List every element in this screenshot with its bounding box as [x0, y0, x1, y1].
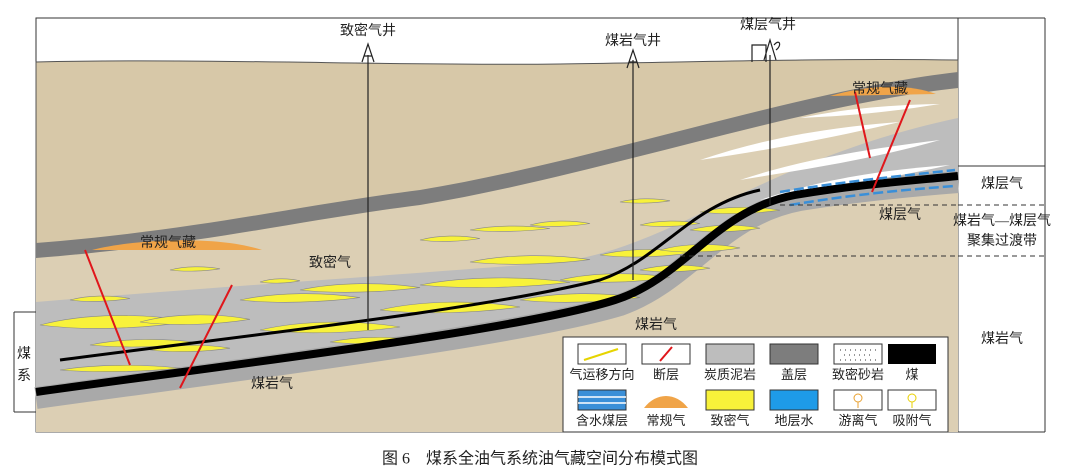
caption: 图 6 煤系全油气系统油气藏空间分布模式图: [382, 450, 698, 468]
label: 煤岩气: [635, 317, 677, 333]
left-label: 煤: [17, 346, 31, 362]
coal-thin: [59, 188, 761, 362]
water-coal: [779, 168, 956, 207]
sand-lens: [469, 225, 551, 232]
sand-lens: [469, 255, 591, 265]
label: 常规气藏: [140, 235, 196, 251]
label: 致密气: [309, 254, 351, 271]
left-bracket: [13, 311, 36, 413]
zone-label: 聚集过渡带: [967, 232, 1037, 249]
sand-lens: [259, 278, 301, 284]
zone-label: 煤层气: [981, 176, 1023, 192]
sand-lens: [419, 235, 481, 242]
zone-label: 煤岩气—煤层气: [953, 213, 1051, 229]
legend-label: 吸附气: [892, 413, 931, 428]
wells: [361, 37, 781, 330]
label: 煤岩气: [251, 376, 293, 392]
zone-label: 煤岩气: [981, 331, 1023, 347]
label: 常规气藏: [852, 81, 908, 97]
legend-label: 断层: [653, 367, 679, 382]
legend-label: 致密砂岩: [832, 367, 884, 382]
sand-lens: [69, 295, 131, 302]
legend-label: 致密气: [710, 413, 749, 428]
legend-label: 地层水: [774, 413, 813, 428]
sand-lens: [299, 283, 421, 293]
legend: [562, 336, 949, 433]
sand-lens: [59, 364, 181, 372]
legend-label: 常规气: [646, 413, 685, 428]
legend-label: 气运移方向: [569, 367, 634, 382]
mudstone-lower: [34, 171, 959, 409]
tight-sands: [39, 198, 781, 372]
sand-lens: [419, 277, 571, 288]
legend-icons: [577, 343, 937, 411]
label: 煤层气: [879, 207, 921, 223]
mudstone: [36, 118, 958, 398]
legend-label: 盖层: [781, 367, 807, 382]
well-label: 煤岩气井: [605, 33, 661, 49]
legend-label: 含水煤层: [576, 413, 628, 428]
well-label: 致密气井: [340, 22, 396, 39]
coal: [35, 172, 959, 396]
legend-label: 游离气: [838, 413, 877, 428]
sand-lens: [169, 266, 221, 272]
sand-lens: [529, 220, 591, 227]
conventional-reservoir: [830, 86, 936, 96]
left-label: 系: [17, 368, 31, 384]
conventional-reservoir: [92, 240, 262, 250]
well-label: 煤层气井: [740, 17, 796, 33]
faults: [84, 91, 911, 389]
sand-lens: [139, 314, 251, 325]
sand-lens: [239, 293, 361, 303]
right-column: [680, 17, 1046, 433]
legend-label: 炭质泥岩: [704, 367, 756, 382]
legend-label: 煤: [905, 367, 918, 382]
